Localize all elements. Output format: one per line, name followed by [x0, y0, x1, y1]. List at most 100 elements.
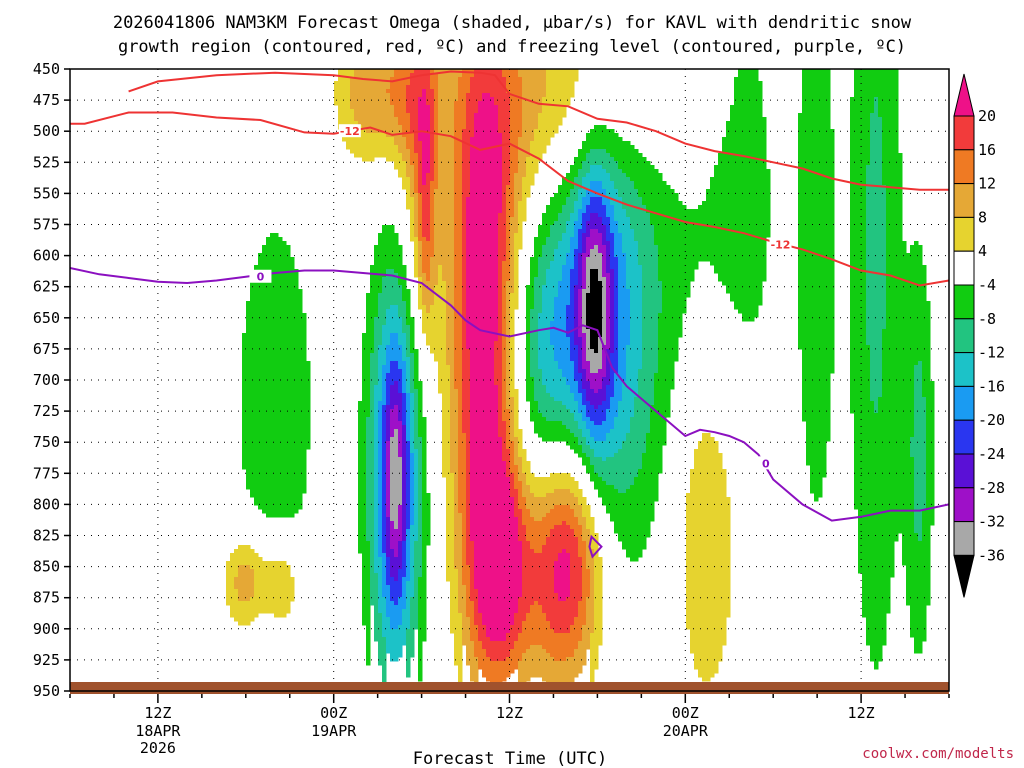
omega-cell — [550, 473, 555, 494]
omega-cell — [390, 333, 395, 362]
omega-cell — [914, 533, 919, 654]
omega-cell — [750, 69, 755, 322]
omega-cell — [542, 97, 547, 154]
omega-cell — [242, 545, 247, 566]
omega-cell — [602, 189, 607, 206]
omega-cell — [390, 601, 395, 630]
omega-cell — [562, 633, 567, 662]
omega-cell — [686, 493, 691, 630]
omega-cell — [498, 69, 503, 134]
omega-cell — [706, 433, 711, 682]
colorbar-label: 8 — [978, 208, 987, 226]
omega-cell — [382, 133, 387, 158]
omega-cell — [662, 181, 667, 446]
omega-cell — [566, 173, 571, 198]
omega-cell — [474, 589, 479, 626]
omega-cell — [514, 437, 519, 466]
omega-cell — [522, 497, 527, 526]
omega-cell — [562, 177, 567, 206]
omega-cell — [498, 213, 503, 438]
omega-cell — [242, 333, 247, 470]
omega-cell — [550, 261, 555, 322]
omega-cell — [674, 193, 679, 362]
omega-cell — [650, 225, 655, 406]
omega-cell — [510, 473, 515, 498]
colorbar-label: -8 — [978, 310, 996, 328]
omega-cell — [522, 449, 527, 474]
omega-cell — [522, 653, 527, 686]
omega-cell — [602, 125, 607, 150]
omega-cell — [534, 237, 539, 278]
omega-cell — [558, 553, 563, 602]
omega-cell — [430, 89, 435, 182]
omega-cell — [542, 213, 547, 246]
x-tick-label: 00Z — [672, 704, 699, 722]
omega-cell — [534, 601, 539, 646]
omega-cell — [402, 137, 407, 162]
omega-cell — [918, 361, 923, 542]
omega-cell — [710, 437, 715, 678]
omega-cell — [562, 489, 567, 506]
omega-cell — [534, 645, 539, 678]
omega-cell — [386, 345, 391, 374]
omega-cell — [418, 97, 423, 142]
omega-cell — [554, 505, 559, 526]
omega-cell — [430, 69, 435, 90]
omega-cell — [478, 101, 483, 614]
omega-cell — [562, 265, 567, 378]
omega-cell — [598, 197, 603, 218]
omega-cell — [522, 525, 527, 622]
omega-cell — [386, 373, 391, 406]
omega-cell — [558, 633, 563, 662]
omega-cell — [610, 457, 615, 486]
omega-cell — [606, 173, 611, 198]
omega-cell — [574, 517, 579, 538]
omega-cell — [594, 373, 599, 394]
omega-cell — [546, 513, 551, 538]
omega-cell — [246, 545, 251, 566]
omega-cell — [578, 601, 583, 642]
omega-cell — [854, 69, 859, 510]
omega-cell — [418, 277, 423, 310]
colorbar-band — [953, 149, 975, 185]
omega-cell — [402, 69, 407, 138]
omega-cell — [402, 425, 407, 542]
omega-cell — [558, 489, 563, 506]
omega-cell — [538, 521, 543, 554]
omega-cell — [518, 509, 523, 542]
omega-cell — [458, 77, 463, 514]
omega-cell — [490, 97, 495, 642]
omega-cell — [554, 249, 559, 298]
omega-cell — [574, 221, 579, 250]
omega-cell — [558, 661, 563, 690]
omega-cell — [406, 581, 411, 630]
omega-cell — [582, 497, 587, 518]
omega-cell — [590, 633, 595, 686]
omega-cell — [598, 457, 603, 478]
omega-cell — [470, 77, 475, 138]
omega-cell — [426, 173, 431, 242]
omega-cell — [414, 389, 419, 450]
omega-cell — [386, 405, 391, 442]
omega-cell — [394, 581, 399, 606]
omega-cell — [390, 305, 395, 334]
credit-text: coolwx.com/modelts — [862, 746, 1014, 762]
omega-cell — [758, 81, 763, 306]
omega-cell — [542, 385, 547, 418]
omega-cell — [510, 497, 515, 626]
omega-cell — [394, 145, 399, 170]
omega-cell — [454, 569, 459, 666]
omega-cell — [546, 69, 551, 146]
omega-cell — [390, 577, 395, 602]
omega-cell — [550, 657, 555, 686]
omega-cell — [718, 153, 723, 282]
omega-cell — [462, 585, 467, 646]
omega-cell — [490, 661, 495, 686]
omega-cell — [558, 525, 563, 554]
omega-cell — [562, 425, 567, 442]
omega-cell — [570, 433, 575, 450]
omega-cell — [398, 285, 403, 318]
omega-cell — [386, 89, 391, 94]
omega-cell — [566, 253, 571, 306]
ground-bar — [70, 682, 949, 694]
